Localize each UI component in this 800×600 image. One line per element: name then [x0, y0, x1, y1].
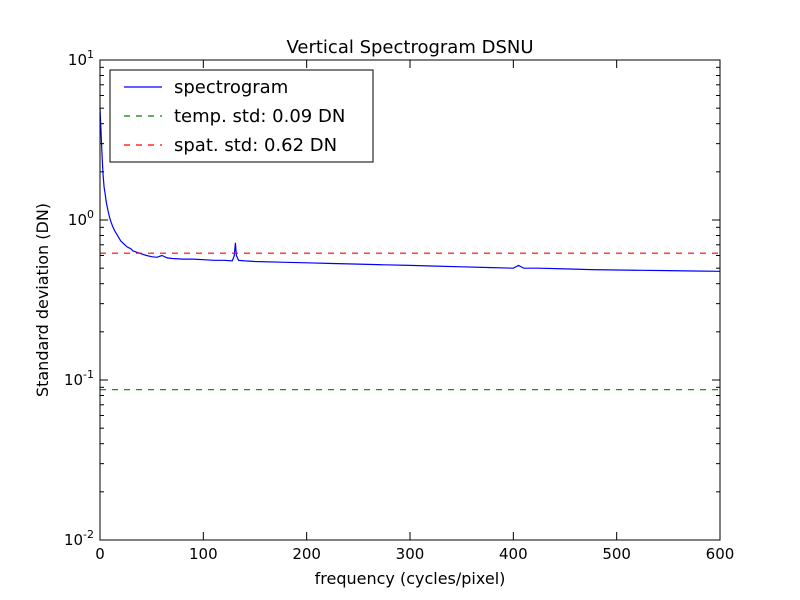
y-tick-label: 100 — [68, 208, 94, 229]
y-tick-label: 10-1 — [64, 368, 94, 389]
y-tick-label: 10-2 — [64, 528, 94, 549]
chart-title: Vertical Spectrogram DSNU — [286, 37, 533, 58]
legend-label-2: spat. std: 0.62 DN — [174, 135, 337, 156]
x-tick-label: 100 — [189, 545, 218, 563]
x-tick-label: 300 — [396, 545, 425, 563]
y-axis-label: Standard deviation (DN) — [33, 203, 52, 397]
x-axis-label: frequency (cycles/pixel) — [315, 569, 506, 588]
x-tick-label: 0 — [95, 545, 105, 563]
legend: spectrogram temp. std: 0.09 DN spat. std: … — [109, 69, 374, 163]
legend-label-1: temp. std: 0.09 DN — [174, 106, 345, 127]
x-tick-label: 400 — [499, 545, 528, 563]
x-tick-label: 500 — [602, 545, 631, 563]
y-tick-label: 101 — [68, 48, 94, 69]
x-tick-label: 200 — [292, 545, 321, 563]
legend-label-0: spectrogram — [174, 77, 288, 98]
x-tick-label: 600 — [706, 545, 735, 563]
series-line-0 — [99, 108, 721, 272]
